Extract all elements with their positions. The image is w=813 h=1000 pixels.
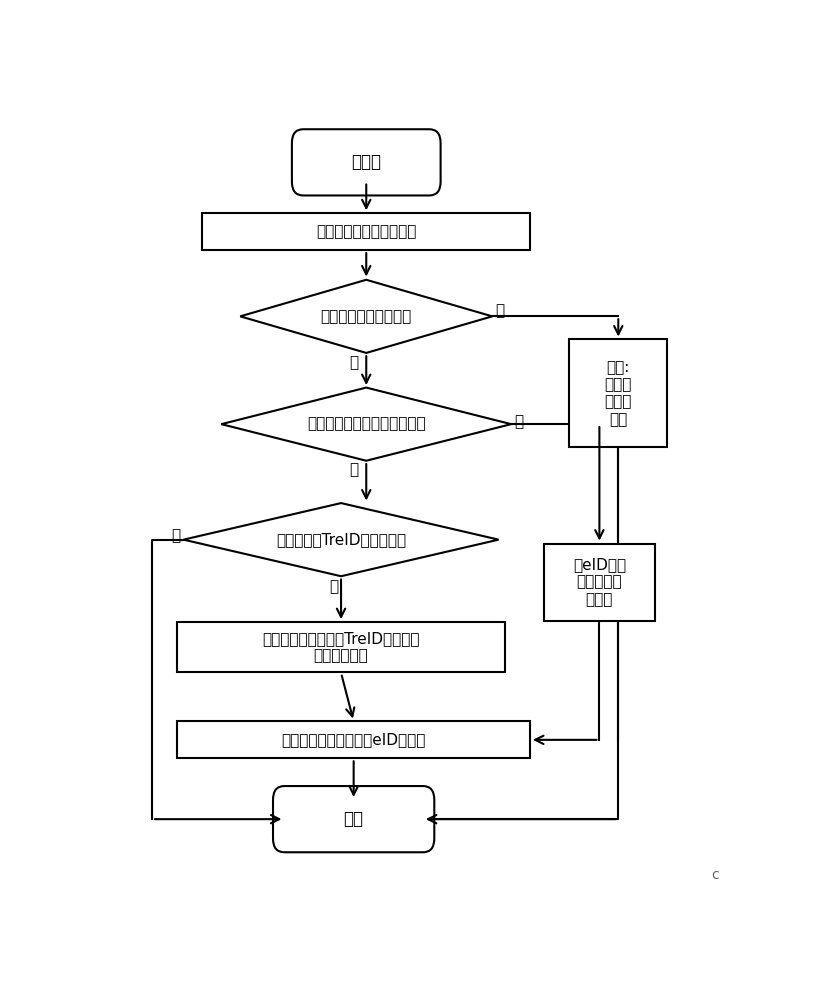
FancyBboxPatch shape: [292, 129, 441, 195]
Text: 初始化: 初始化: [351, 153, 381, 171]
Text: 否: 否: [350, 463, 359, 478]
Polygon shape: [241, 280, 493, 353]
Text: 该标识需要用最高级别保护？: 该标识需要用最高级别保护？: [307, 417, 425, 432]
Text: 该标识是否已受到保护: 该标识是否已受到保护: [320, 309, 412, 324]
Bar: [202, 213, 530, 250]
Text: 是: 是: [328, 579, 338, 594]
Text: 用eID对该
身份标识加
密保护: 用eID对该 身份标识加 密保护: [573, 557, 626, 607]
Text: 是: 是: [515, 414, 524, 429]
Text: 是否有经过TreID保护的标识: 是否有经过TreID保护的标识: [276, 532, 406, 547]
Text: 结束: 结束: [344, 810, 363, 828]
Text: 根据该标识级别使用TreID标识对该
标识加密保护: 根据该标识级别使用TreID标识对该 标识加密保护: [263, 631, 420, 664]
Bar: [177, 622, 505, 672]
Text: 将加密后的结果传输到eID服务端: 将加密后的结果传输到eID服务端: [281, 732, 426, 747]
Polygon shape: [221, 388, 511, 461]
FancyBboxPatch shape: [273, 786, 434, 852]
Text: 收到某身份标识保护请求: 收到某身份标识保护请求: [316, 224, 416, 239]
Text: 是: 是: [495, 303, 505, 318]
Bar: [569, 339, 667, 447]
Polygon shape: [184, 503, 498, 576]
Bar: [544, 544, 654, 620]
Bar: [177, 721, 530, 758]
Text: 否: 否: [172, 528, 180, 543]
Text: 提示:
该标识
已经过
保护: 提示: 该标识 已经过 保护: [605, 360, 632, 427]
Text: c: c: [711, 868, 720, 882]
Text: 否: 否: [350, 355, 359, 370]
